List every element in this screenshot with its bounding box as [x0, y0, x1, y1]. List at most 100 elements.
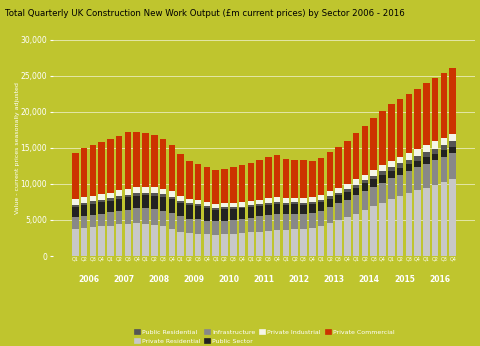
Bar — [151, 225, 157, 256]
Bar — [168, 145, 175, 191]
Bar — [265, 198, 272, 203]
Bar — [309, 204, 315, 213]
Bar — [98, 227, 105, 256]
Bar — [72, 217, 79, 229]
Bar — [300, 198, 307, 202]
Bar — [441, 145, 447, 150]
Bar — [379, 203, 386, 256]
Bar — [265, 205, 272, 215]
Bar — [239, 219, 245, 233]
Bar — [125, 133, 131, 189]
Bar — [423, 83, 430, 145]
Bar — [423, 145, 430, 152]
Bar — [230, 167, 237, 202]
Bar — [256, 160, 263, 200]
Bar — [423, 164, 430, 188]
Bar — [274, 230, 280, 256]
Bar — [379, 175, 386, 183]
Bar — [300, 229, 307, 256]
Bar — [397, 163, 403, 167]
Bar — [371, 170, 377, 176]
Bar — [336, 220, 342, 256]
Bar — [107, 193, 114, 198]
Bar — [186, 233, 192, 256]
Bar — [318, 211, 324, 226]
Bar — [318, 226, 324, 256]
Bar — [361, 191, 368, 210]
Bar — [98, 200, 105, 202]
Bar — [432, 149, 438, 154]
Bar — [371, 179, 377, 187]
Bar — [274, 213, 280, 230]
Bar — [248, 218, 254, 232]
Bar — [204, 235, 210, 256]
Bar — [388, 199, 395, 256]
Bar — [274, 202, 280, 204]
Bar — [291, 204, 298, 213]
Bar — [116, 196, 122, 199]
Bar — [326, 223, 333, 256]
Bar — [300, 161, 307, 198]
Bar — [133, 223, 140, 256]
Bar — [90, 227, 96, 256]
Bar — [309, 161, 315, 197]
Bar — [344, 184, 351, 189]
Text: 2011: 2011 — [253, 275, 275, 284]
Bar — [72, 229, 79, 256]
Bar — [213, 235, 219, 256]
Bar — [371, 187, 377, 206]
Bar — [107, 212, 114, 226]
Text: 2008: 2008 — [148, 275, 169, 284]
Bar — [90, 215, 96, 227]
Bar — [213, 208, 219, 210]
Bar — [221, 209, 228, 221]
Bar — [230, 202, 237, 207]
Bar — [98, 142, 105, 194]
Bar — [133, 196, 140, 208]
Bar — [204, 202, 210, 206]
Bar — [336, 195, 342, 203]
Bar — [283, 214, 289, 230]
Bar — [379, 111, 386, 165]
Bar — [256, 231, 263, 256]
Text: Total Quarterly UK Construction New Work Output (£m current prices) by Sector 20: Total Quarterly UK Construction New Work… — [5, 9, 405, 18]
Bar — [441, 138, 447, 145]
Bar — [414, 190, 421, 256]
Bar — [186, 205, 192, 219]
Bar — [423, 157, 430, 164]
Bar — [204, 221, 210, 235]
Bar — [265, 157, 272, 198]
Bar — [318, 202, 324, 211]
Bar — [195, 234, 202, 256]
Bar — [195, 200, 202, 204]
Bar — [336, 203, 342, 220]
Bar — [221, 203, 228, 207]
Bar — [309, 213, 315, 228]
Bar — [107, 226, 114, 256]
Bar — [256, 200, 263, 204]
Bar — [256, 204, 263, 206]
Bar — [361, 126, 368, 175]
Bar — [248, 163, 254, 201]
Bar — [361, 210, 368, 256]
Bar — [283, 203, 289, 205]
Bar — [414, 167, 421, 190]
Bar — [116, 199, 122, 211]
Bar — [116, 211, 122, 224]
Bar — [274, 197, 280, 202]
Bar — [441, 150, 447, 156]
Bar — [142, 208, 149, 224]
Bar — [116, 136, 122, 190]
Bar — [142, 195, 149, 208]
Bar — [90, 196, 96, 201]
Bar — [133, 208, 140, 223]
Bar — [406, 171, 412, 193]
Bar — [230, 220, 237, 234]
Bar — [186, 219, 192, 233]
Bar — [379, 183, 386, 203]
Bar — [344, 189, 351, 192]
Bar — [151, 187, 157, 193]
Bar — [300, 204, 307, 213]
Bar — [125, 194, 131, 197]
Bar — [318, 158, 324, 195]
